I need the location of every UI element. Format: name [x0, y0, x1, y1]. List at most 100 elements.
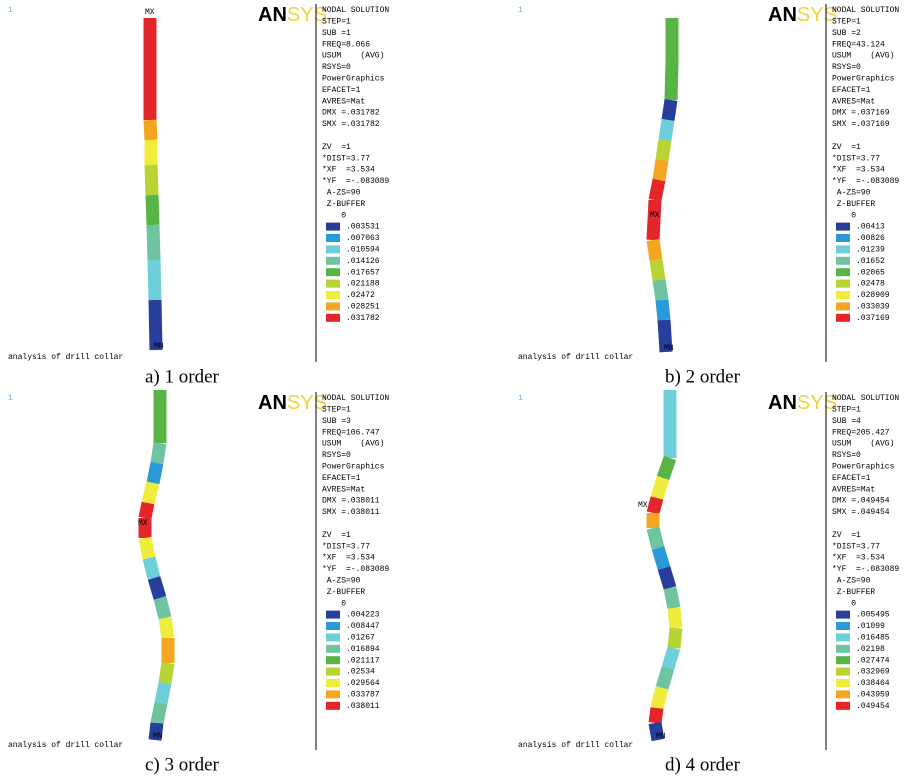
collar-segment: [148, 483, 153, 503]
info-line: FREQ=106.747: [322, 428, 380, 437]
info-line: EFACET=1: [322, 86, 361, 95]
legend-value: .01099: [856, 622, 885, 631]
info-line: SMX =.031782: [322, 120, 380, 129]
legend-value: .017657: [346, 268, 380, 277]
legend-value: .008447: [346, 622, 380, 631]
collar-segment: [157, 443, 160, 463]
footer: analysis of drill collar: [8, 741, 123, 750]
legend-value: .027474: [856, 656, 890, 665]
collar-segment: [662, 668, 668, 688]
collar-segment: [152, 195, 153, 225]
legend-value: .028251: [346, 303, 380, 312]
info-line: Z-BUFFER: [832, 200, 875, 209]
info-line: Z-BUFFER: [322, 200, 365, 209]
legend-swatch: [326, 679, 340, 687]
info-line: PowerGraphics: [322, 463, 385, 472]
legend-swatch: [326, 280, 340, 288]
legend-value: .031782: [346, 314, 380, 323]
info-line: A-ZS=90: [832, 577, 871, 586]
legend-value: .00826: [856, 234, 885, 243]
legend-swatch: [326, 690, 340, 698]
logo: ANSYS: [258, 4, 327, 26]
collar-segment: [145, 503, 148, 518]
caption: c) 3 order: [145, 754, 220, 775]
info-line: USUM (AVG): [322, 440, 384, 449]
info-line: PowerGraphics: [832, 75, 895, 84]
legend-value: .037169: [856, 314, 890, 323]
info-line: ZV =1: [322, 531, 351, 540]
logo-part: SYS: [797, 392, 837, 414]
info-line: *DIST=3.77: [832, 542, 880, 551]
collar-segment: [653, 498, 657, 513]
collar-segment: [657, 688, 662, 708]
legend-value: .010594: [346, 246, 380, 255]
legend-value: .01267: [346, 634, 375, 643]
legend-value: .032969: [856, 668, 890, 677]
info-line: AVRES=Mat: [322, 485, 365, 494]
legend-swatch: [836, 645, 850, 653]
collar-segment: [161, 683, 165, 703]
info-line: USUM (AVG): [322, 52, 384, 61]
legend-swatch: [326, 622, 340, 630]
caption: a) 1 order: [145, 366, 220, 387]
logo-part: AN: [768, 392, 797, 414]
info-line: RSYS=0: [322, 63, 351, 72]
info-line: 0: [322, 599, 346, 608]
footer: analysis of drill collar: [518, 741, 633, 750]
info-line: USUM (AVG): [832, 52, 894, 61]
legend-value: .033787: [346, 691, 380, 700]
info-line: FREQ=205.427: [832, 428, 890, 437]
legend-value: .004223: [346, 611, 380, 620]
logo: ANSYS: [768, 392, 837, 414]
index-label: 1: [518, 6, 523, 15]
legend-swatch: [836, 302, 850, 310]
collar-segment: [145, 538, 149, 558]
info-line: ZV =1: [832, 531, 861, 540]
collar-segment: [157, 703, 161, 723]
min-label: MN: [154, 342, 164, 351]
info-line: STEP=1: [322, 406, 351, 415]
footer: analysis of drill collar: [518, 353, 633, 362]
info-line: EFACET=1: [832, 474, 871, 483]
legend-swatch: [836, 611, 850, 619]
footer: analysis of drill collar: [8, 353, 123, 362]
info-line: RSYS=0: [832, 451, 861, 460]
collar-segment: [664, 568, 670, 588]
info-line: FREQ=8.066: [322, 40, 370, 49]
legend-value: .043959: [856, 691, 890, 700]
legend-value: .02198: [856, 645, 885, 654]
collar-segment: [663, 458, 670, 478]
caption: b) 2 order: [665, 366, 741, 387]
info-line: SMX =.049454: [832, 508, 890, 517]
info-line: ZV =1: [832, 143, 861, 152]
min-label: MN: [656, 732, 666, 741]
panel: 1MXMNANSYSNODAL SOLUTIONSTEP=1SUB =3FREQ…: [8, 390, 389, 775]
legend-value: .038464: [856, 679, 890, 688]
legend-swatch: [326, 633, 340, 641]
info-line: *YF =-.083089: [832, 177, 899, 186]
collar-segment: [165, 618, 168, 638]
legend-value: .01239: [856, 246, 885, 255]
figure: 1MXMNANSYSNODAL SOLUTIONSTEP=1SUB =1FREQ…: [0, 0, 910, 776]
info-line: SMX =.037169: [832, 120, 890, 129]
collar-segment: [662, 300, 664, 320]
legend-swatch: [326, 257, 340, 265]
collar-segment: [655, 180, 659, 200]
info-line: RSYS=0: [322, 451, 351, 460]
legend-value: .005495: [856, 611, 890, 620]
info-line: STEP=1: [322, 18, 351, 27]
legend-swatch: [326, 668, 340, 676]
collar-segment: [671, 60, 672, 100]
collar-segment: [657, 478, 663, 498]
legend-swatch: [836, 291, 850, 299]
collar-segment: [165, 663, 168, 683]
min-label: MN: [664, 344, 674, 353]
legend-swatch: [836, 690, 850, 698]
info-line: DMX =.038011: [322, 497, 380, 506]
legend-value: .007063: [346, 234, 380, 243]
info-line: AVRES=Mat: [322, 97, 365, 106]
collar-segment: [653, 240, 656, 260]
legend-value: .029564: [346, 679, 380, 688]
info-line: DMX =.031782: [322, 109, 380, 118]
info-line: SUB =2: [832, 29, 861, 38]
